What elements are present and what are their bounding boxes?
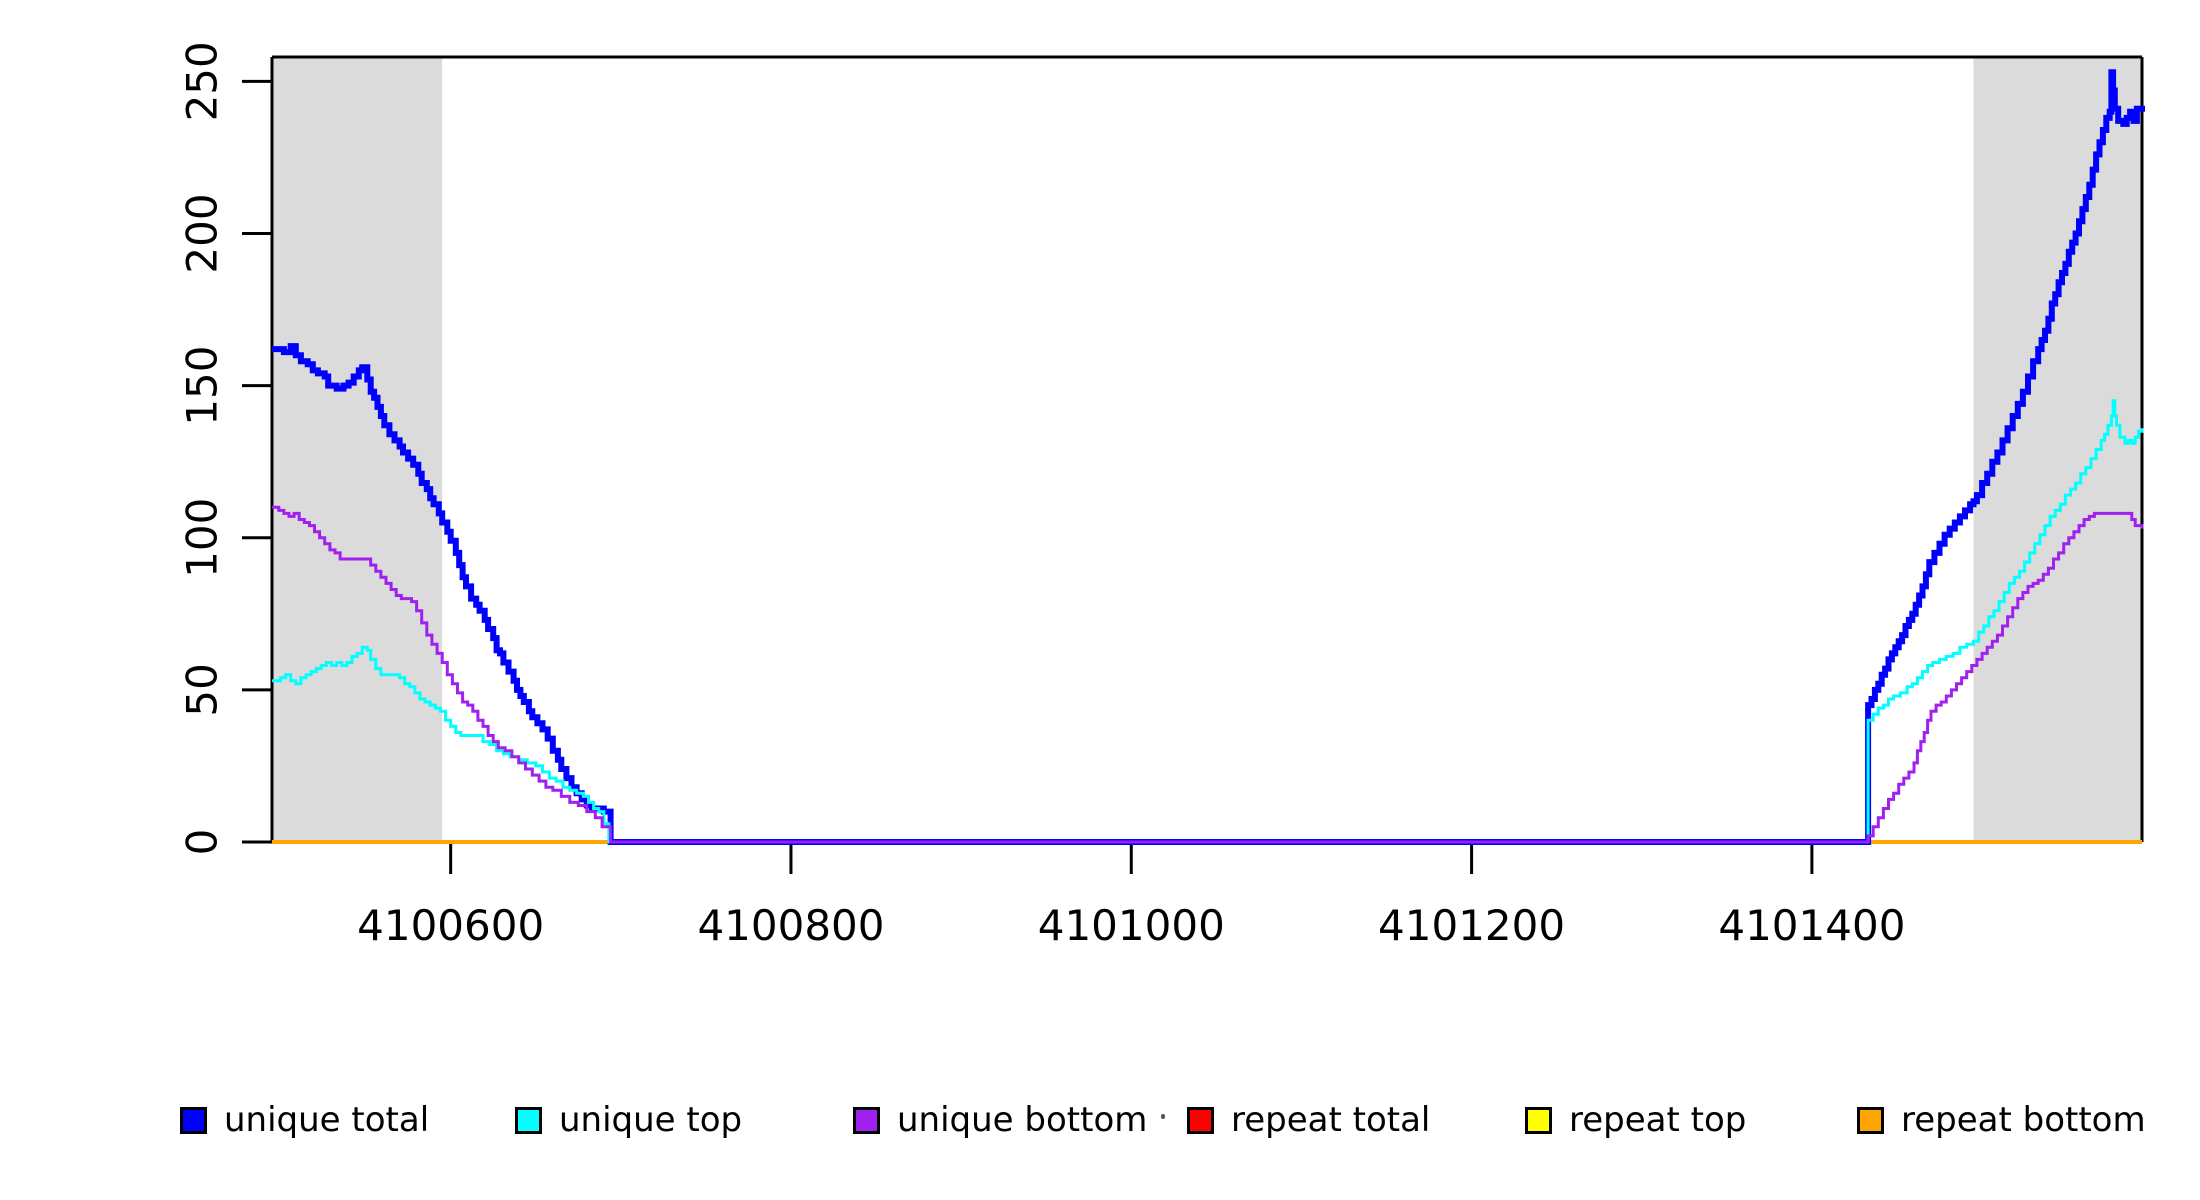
x-tick-label: 4100600 xyxy=(357,901,544,950)
x-tick-label: 4101400 xyxy=(1718,901,1905,950)
legend-label: repeat total xyxy=(1231,1100,1431,1140)
legend-item-repeat-top: repeat top xyxy=(1525,1096,1746,1144)
x-tick-label: 4101200 xyxy=(1378,901,1565,950)
legend-swatch-repeat-bottom xyxy=(1857,1106,1884,1134)
y-tick-label: 250 xyxy=(178,41,227,121)
y-tick-label: 0 xyxy=(178,829,227,856)
legend-swatch-repeat-top xyxy=(1525,1106,1552,1134)
y-tick-label: 100 xyxy=(178,498,227,578)
legend-swatch-unique-bottom xyxy=(853,1106,880,1134)
y-tick-label: 50 xyxy=(178,663,227,716)
legend-swatch-unique-total xyxy=(180,1106,207,1134)
legend-item-repeat-total: repeat total xyxy=(1187,1096,1430,1144)
legend-swatch-repeat-total xyxy=(1187,1106,1214,1134)
y-tick-label: 200 xyxy=(178,193,227,273)
legend-item-repeat-bottom: repeat bottom xyxy=(1857,1096,2146,1144)
legend-label: unique total xyxy=(224,1100,430,1140)
legend-label: unique bottom xyxy=(897,1100,1148,1140)
x-tick-label: 4101000 xyxy=(1038,901,1225,950)
series-unique-top xyxy=(272,399,2144,844)
y-tick-label: 150 xyxy=(178,346,227,426)
shaded-region-0 xyxy=(272,57,443,842)
legend-label: repeat top xyxy=(1569,1100,1747,1140)
legend-label: unique top xyxy=(559,1100,743,1140)
legend-item-unique-bottom: unique bottom xyxy=(853,1096,1147,1144)
series-unique-bottom xyxy=(272,505,2144,844)
x-tick-label: 4100800 xyxy=(697,901,884,950)
legend-item-unique-total: unique total xyxy=(180,1096,429,1144)
series-unique-total xyxy=(272,69,2145,845)
legend-item-unique-top: unique top xyxy=(515,1096,742,1144)
stray-mark xyxy=(1161,1114,1165,1119)
legend-label: repeat bottom xyxy=(1901,1100,2146,1140)
legend-swatch-unique-top xyxy=(515,1106,542,1134)
legend: unique total unique top unique bottom repea… xyxy=(0,1096,2200,1156)
